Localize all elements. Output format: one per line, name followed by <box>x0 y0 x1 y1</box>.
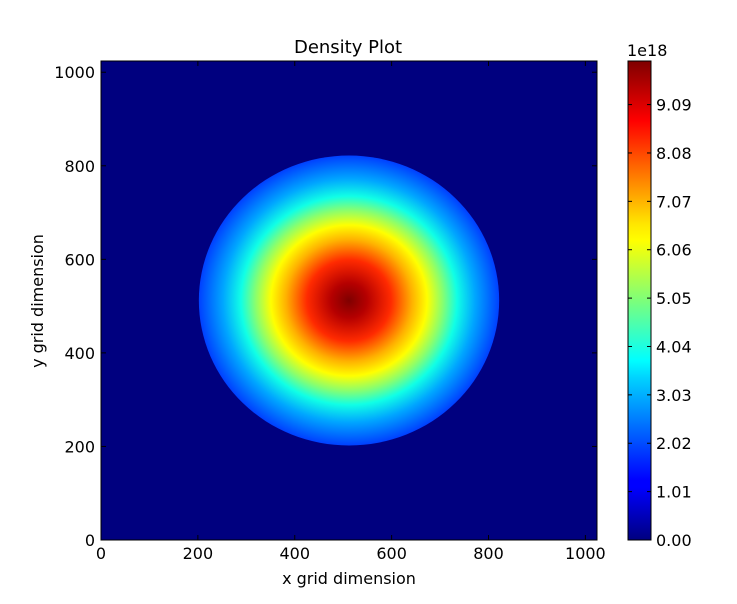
plot-frame <box>100 60 598 541</box>
y-tick-label: 1000 <box>54 63 95 82</box>
y-tick-label: 800 <box>64 157 95 176</box>
x-tick-label: 0 <box>96 544 106 563</box>
chart-title: Density Plot <box>294 37 402 58</box>
y-tick-label: 0 <box>85 531 95 550</box>
y-tick-label: 600 <box>64 250 95 269</box>
x-axis-label: x grid dimension <box>282 569 416 588</box>
colorbar-tick-label: 5.05 <box>656 289 692 308</box>
x-tick-label: 400 <box>279 544 310 563</box>
colorbar-tick-label: 0.00 <box>656 531 692 550</box>
colorbar-multiplier: 1e18 <box>627 41 667 60</box>
x-tick-label: 200 <box>183 544 214 563</box>
colorbar-tick-label: 6.06 <box>656 241 692 260</box>
colorbar-tick-label: 1.01 <box>656 483 692 502</box>
colorbar-tick-label: 4.04 <box>656 337 692 356</box>
colorbar-tick-label: 8.08 <box>656 144 692 163</box>
y-axis-label: y grid dimension <box>28 234 47 368</box>
y-tick-label: 200 <box>64 437 95 456</box>
colorbar-tick-label: 7.07 <box>656 192 692 211</box>
colorbar <box>627 60 652 541</box>
density-disk <box>198 155 500 446</box>
colorbar-tick-label: 9.09 <box>656 96 692 115</box>
x-tick-label: 600 <box>376 544 407 563</box>
y-tick-label: 400 <box>64 344 95 363</box>
colorbar-ticks: 0.00 1.01 2.02 3.03 4.04 5.05 6.06 7.07 8.08 9.09 <box>628 96 692 550</box>
x-tick-label: 1000 <box>565 544 606 563</box>
colorbar-tick-label: 2.02 <box>656 434 692 453</box>
y-axis-ticks: 0 200 400 600 800 1000 <box>54 63 597 550</box>
colorbar-tick-label: 3.03 <box>656 386 692 405</box>
x-tick-label: 800 <box>473 544 504 563</box>
x-axis-ticks: 0 200 400 600 800 1000 <box>96 61 606 563</box>
